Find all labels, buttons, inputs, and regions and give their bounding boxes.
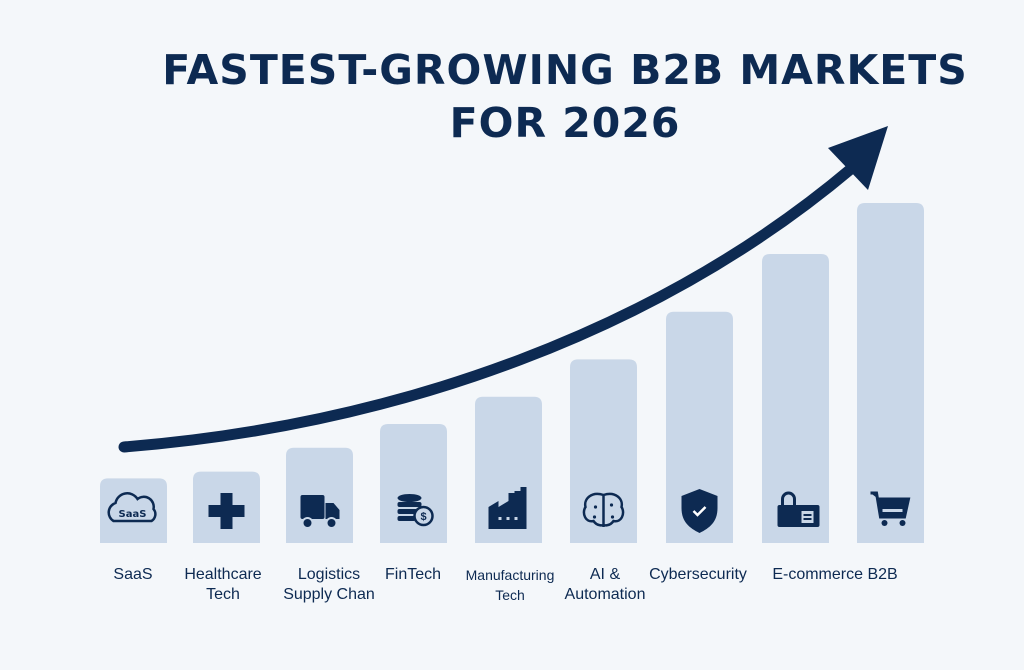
bar-8 [857, 203, 924, 543]
bar-6 [666, 311, 733, 543]
category-label: SaaS [113, 566, 153, 583]
category-label: E-commerce B2B [772, 566, 898, 583]
svg-text:SaaS: SaaS [119, 509, 147, 520]
shopping-cart-icon [870, 491, 911, 526]
medical-cross-icon [208, 493, 245, 529]
category-label: AI & Automation [564, 566, 646, 603]
bar-3 [380, 424, 447, 543]
cloud-saas-icon: SaaS [107, 492, 157, 523]
bar-0 [100, 478, 167, 543]
category-label: Logistics Supply Chan [283, 566, 375, 603]
bar-7 [762, 254, 829, 543]
truck-icon [300, 495, 340, 529]
lock-card-icon [777, 491, 820, 527]
trend-arrow-head [828, 126, 888, 190]
trend-arrow-line [118, 162, 858, 453]
category-label: FinTech [384, 566, 442, 583]
category-label: Manufacturing Tech [465, 567, 555, 603]
brain-icon [582, 492, 625, 527]
category-label: Healthcare Tech [184, 566, 262, 603]
svg-text:$: $ [420, 511, 426, 523]
category-label: Cybersecurity [649, 566, 747, 583]
factory-icon [488, 487, 527, 529]
coins-dollar-icon: $ [397, 494, 434, 527]
shield-check-icon [681, 489, 718, 533]
chart-title: FASTEST-GROWING B2B MARKETS FOR 2026 [162, 46, 968, 147]
